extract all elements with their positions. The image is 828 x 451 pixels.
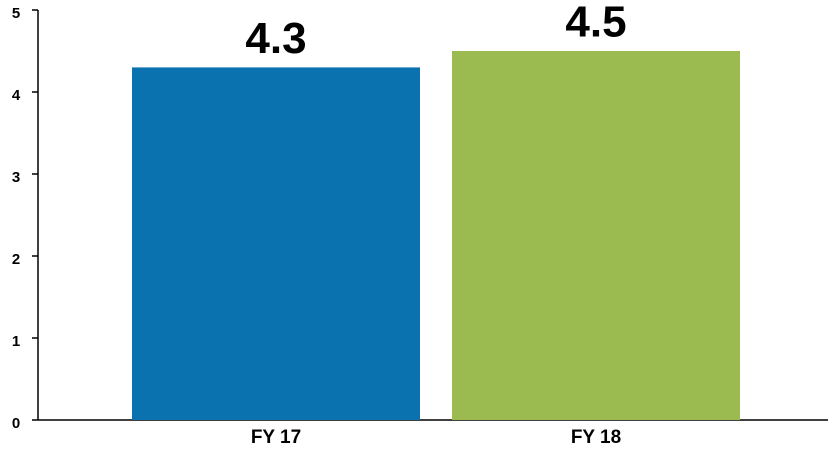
x-tick-label: FY 18 [571, 427, 621, 448]
y-tick-label: 0 [12, 415, 20, 432]
x-tick-label: FY 17 [251, 427, 301, 448]
bar [452, 51, 740, 420]
value-label: 4.5 [565, 0, 626, 47]
y-tick-label: 5 [12, 5, 20, 22]
y-tick-label: 2 [12, 251, 20, 268]
y-tick-label: 1 [12, 333, 20, 350]
y-tick-label: 4 [12, 87, 21, 104]
y-tick-label: 3 [12, 169, 20, 186]
bar [132, 67, 420, 421]
value-label: 4.3 [245, 14, 306, 63]
